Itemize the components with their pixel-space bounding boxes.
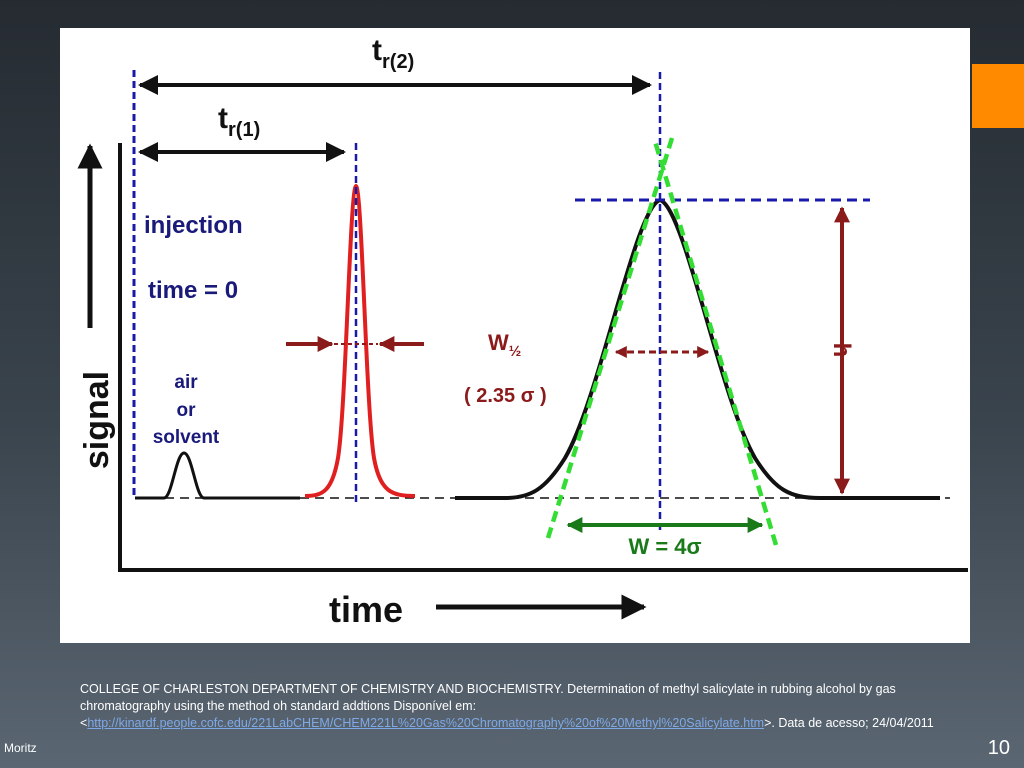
chromatogram-figure: signal time tr(2) tr(1) injection time =… xyxy=(60,28,970,643)
x-axis-label: time xyxy=(329,589,403,630)
solvent-label: solvent xyxy=(153,427,220,448)
half-width-value: ( 2.35 σ ) xyxy=(464,385,547,407)
citation-caption: COLLEGE OF CHARLESTON DEPARTMENT OF CHEM… xyxy=(80,681,970,732)
accent-bar xyxy=(972,64,1024,128)
or-label: or xyxy=(177,400,197,421)
time-zero-label: time = 0 xyxy=(148,277,238,304)
half-width-label: W½ xyxy=(488,330,521,360)
red-peak xyxy=(304,183,416,498)
slide-number: 10 xyxy=(987,737,1010,759)
analyte-peak xyxy=(455,197,940,500)
source-link[interactable]: http://kinardf.people.cofc.edu/221LabCHE… xyxy=(87,716,765,730)
tr2-label: tr(2) xyxy=(372,34,414,73)
left-tangent-line xyxy=(545,137,675,539)
right-tangent-line xyxy=(651,137,779,546)
caption-text-before: COLLEGE OF CHARLESTON DEPARTMENT OF CHEM… xyxy=(80,682,896,730)
caption-text-after: >. Data de acesso; 24/04/2011 xyxy=(764,716,934,730)
base-width-label: W = 4σ xyxy=(628,534,701,559)
injection-label: injection xyxy=(144,212,243,239)
chromatogram-diagram: signal time tr(2) tr(1) injection time =… xyxy=(77,34,968,630)
air-label: air xyxy=(174,372,198,393)
y-axis-label: signal xyxy=(78,371,116,469)
footer-author: Moritz xyxy=(4,741,37,755)
tr1-label: tr(1) xyxy=(218,102,260,141)
height-label: h xyxy=(828,343,855,358)
air-peak xyxy=(135,451,300,500)
